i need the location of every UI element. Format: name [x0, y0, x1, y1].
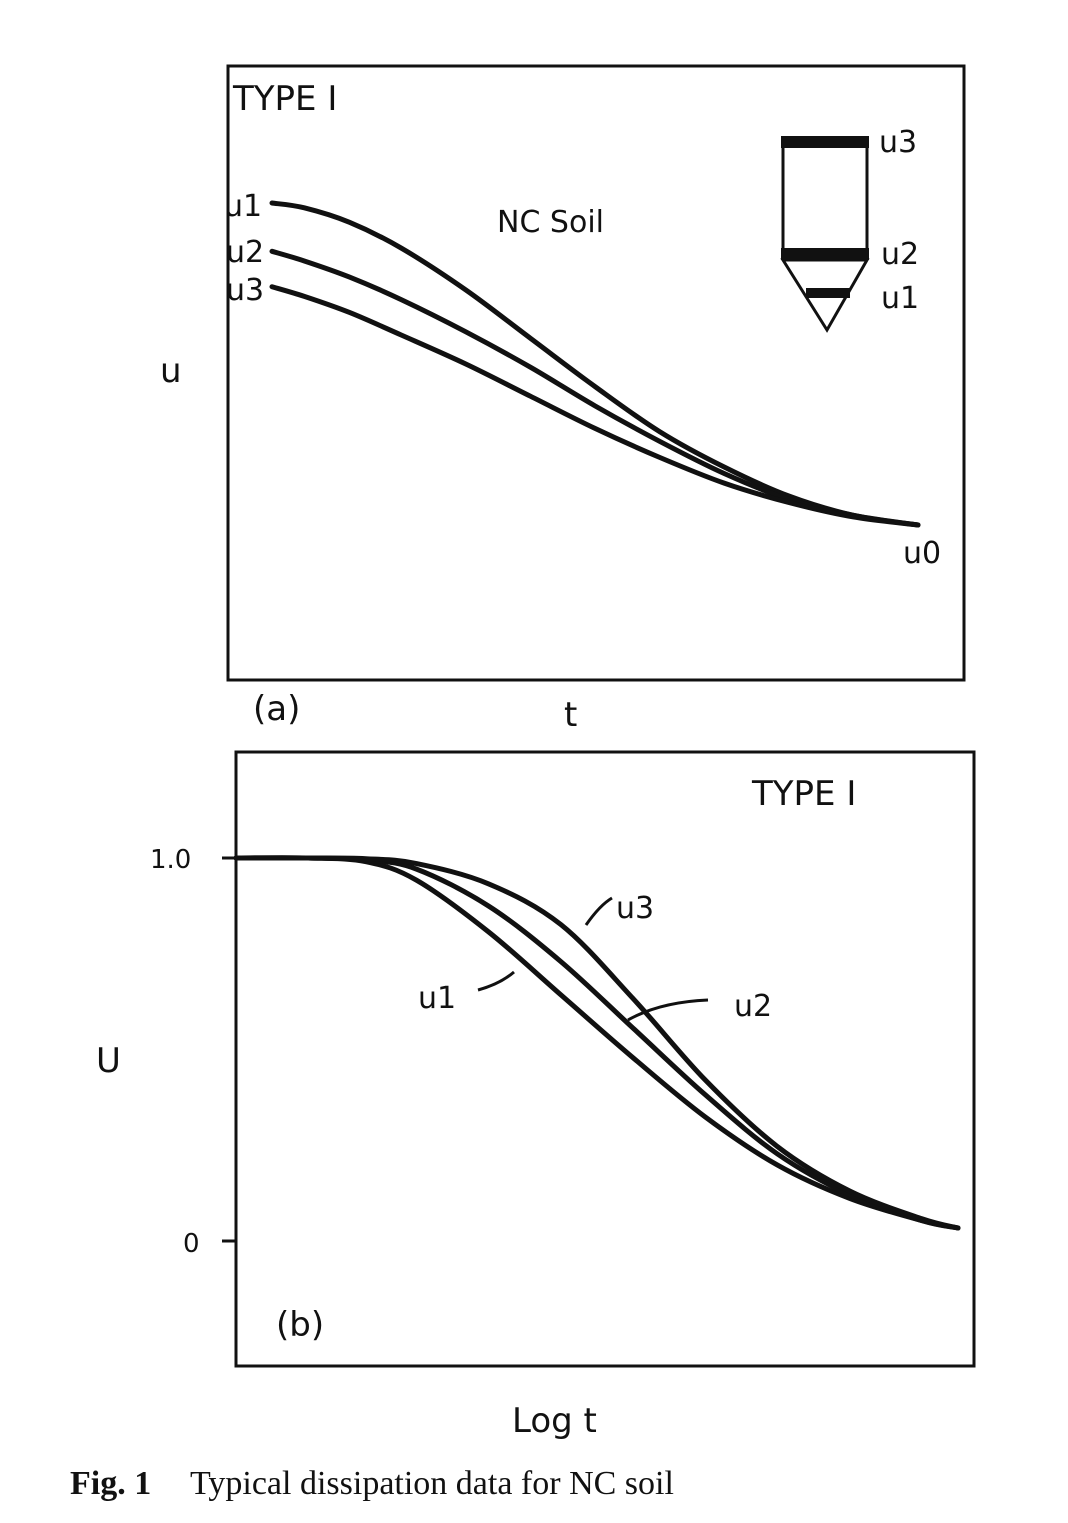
leader-u2: [627, 998, 709, 1022]
panel-a-label: (a): [253, 689, 300, 729]
series-label-u3: u3: [616, 891, 654, 926]
caption-fig-number: Fig. 1: [70, 1465, 151, 1502]
panel-b-curves: [233, 855, 961, 1231]
series-label-u3: u3: [226, 273, 264, 308]
panel-a-curves: [269, 200, 921, 528]
series-label-u1: u1: [418, 981, 456, 1016]
leader-u1: [477, 970, 515, 992]
ytick-label-0: 0: [183, 1229, 200, 1259]
panel-a-ylabel: u: [160, 351, 182, 391]
figure-caption: Fig. 1 Typical dissipation data for NC s…: [70, 1465, 674, 1502]
series-line-u3: [269, 284, 921, 528]
panel-a-annotation: NC Soil: [497, 205, 604, 240]
caption-text: Typical dissipation data for NC soil: [190, 1465, 674, 1502]
probe-label-u2: u2: [881, 237, 919, 272]
panel-b-frame: [234, 750, 976, 1368]
probe-diagram: u3 u2 u1: [780, 125, 919, 333]
panel-b: TYPE I (b) U Log t 1.0 0 u1 u2 u3: [96, 750, 976, 1441]
leader-u3: [584, 896, 613, 926]
panel-b-label: (b): [276, 1305, 324, 1345]
probe-label-u1: u1: [881, 281, 919, 316]
probe-filter-u2: [781, 248, 869, 260]
panel-a-frame: [226, 64, 966, 682]
panel-b-ylabel: U: [96, 1041, 121, 1081]
panel-a-xlabel: t: [564, 695, 577, 735]
series-label-u2: u2: [226, 235, 264, 270]
series-line-u2: [233, 855, 961, 1231]
panel-a-title: TYPE I: [232, 79, 337, 119]
probe-label-u3: u3: [879, 125, 917, 160]
series-line-u1: [233, 855, 961, 1231]
probe-body: [781, 138, 869, 260]
probe-filter-u1: [806, 288, 850, 298]
series-label-u1: u1: [224, 189, 262, 224]
ytick-label-1: 1.0: [150, 845, 191, 875]
series-label-u2: u2: [734, 989, 772, 1024]
series-line-u2: [269, 248, 921, 528]
panel-a-end-label: u0: [903, 536, 941, 571]
panel-b-xlabel: Log t: [512, 1401, 597, 1441]
series-line-u3: [233, 855, 961, 1231]
series-line-u1: [269, 200, 921, 528]
panel-b-series-labels: u1 u2 u3: [418, 891, 772, 1024]
probe-filter-u3: [781, 136, 869, 148]
panel-b-title: TYPE I: [751, 774, 856, 814]
